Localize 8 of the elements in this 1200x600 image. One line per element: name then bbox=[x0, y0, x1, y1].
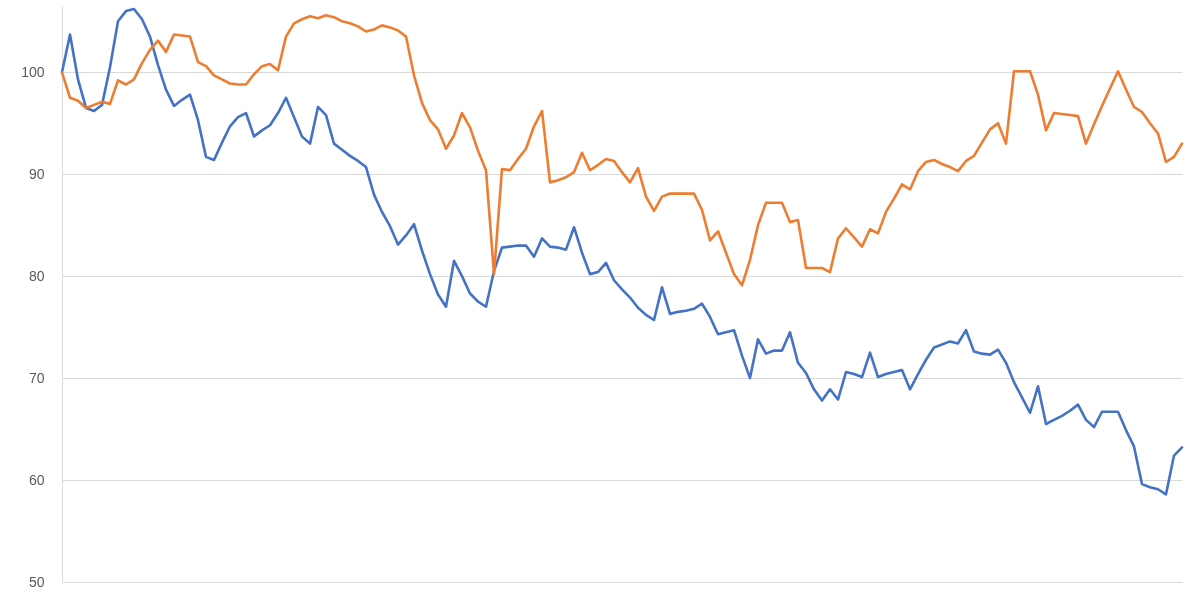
y-tick-label: 60 bbox=[28, 471, 45, 488]
y-tick-label: 50 bbox=[28, 573, 45, 590]
y-tick-label: 100 bbox=[21, 63, 45, 80]
y-tick-label: 80 bbox=[28, 267, 45, 284]
y-tick-label: 90 bbox=[28, 165, 45, 182]
line-series bbox=[60, 13, 1184, 287]
line-series bbox=[60, 7, 1184, 496]
y-tick-label: 70 bbox=[28, 369, 45, 386]
